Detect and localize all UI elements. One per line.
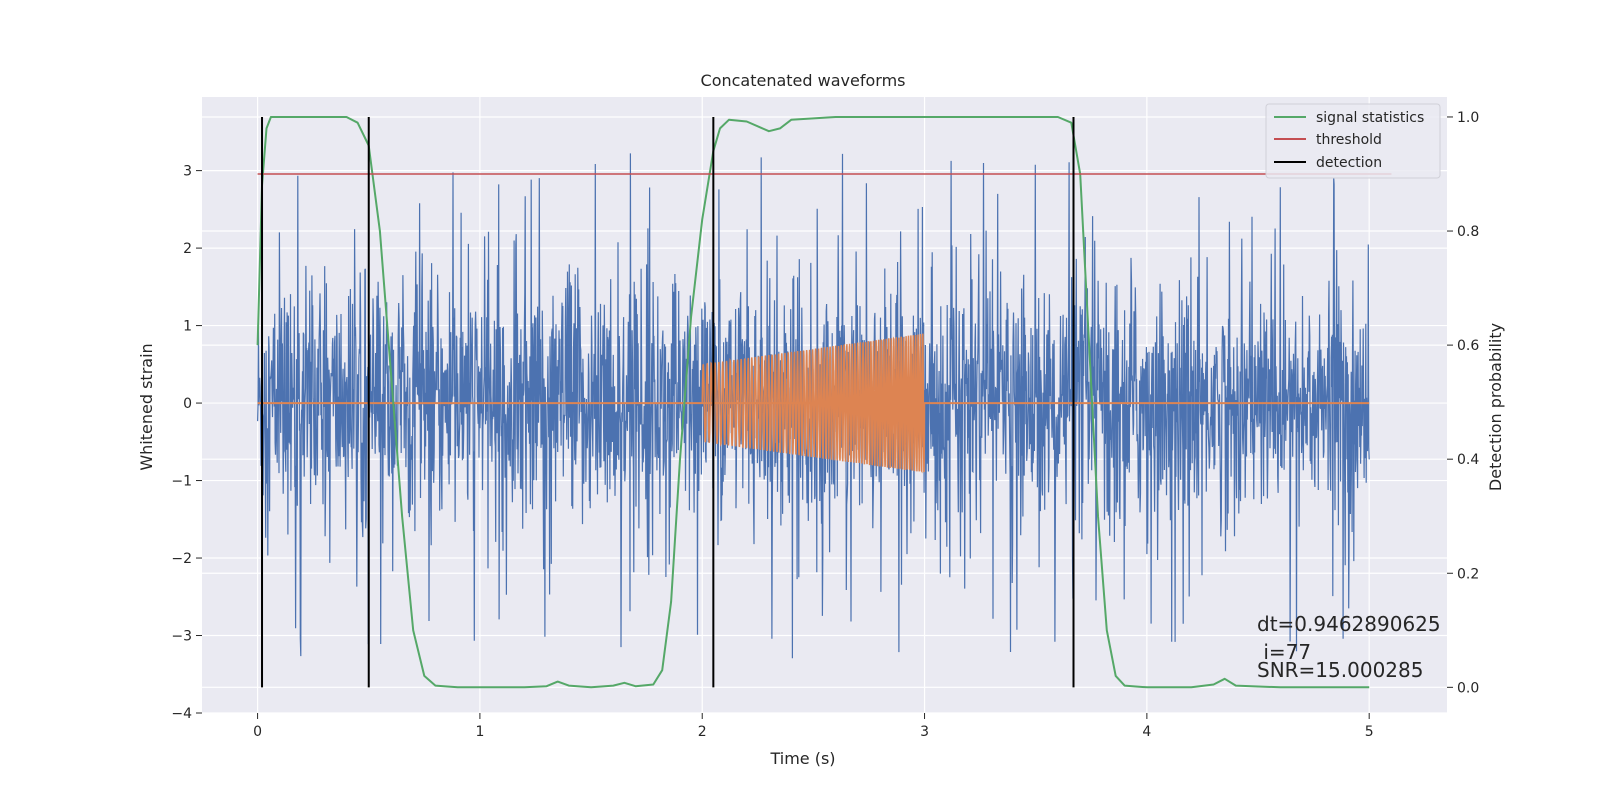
y-tick-label-left: −1 (171, 474, 192, 490)
legend-box (1265, 103, 1441, 179)
y-tick-label-left: −3 (171, 629, 192, 645)
y-tick-label-left: −4 (171, 706, 192, 722)
y-tick-label-right: 0.0 (1457, 680, 1479, 696)
y-tick-label-left: −2 (171, 551, 192, 567)
y-axis-label-left: Whitened strain (137, 343, 156, 470)
axis-ticks: 0 1 2 3 4 5 −4 −3 −2 −1 0 1 2 3 0.0 0.2 0.4 0.6 0.8 1.0 (171, 110, 1479, 740)
injected-waveform-chirp (701, 333, 926, 474)
x-tick-label: 0 (253, 724, 262, 740)
legend-label-threshold: threshold (1316, 132, 1382, 148)
x-tick-label: 5 (1365, 724, 1374, 740)
y-tick-label-left: 3 (183, 164, 192, 180)
annotation-snr: SNR=15.000285 (1257, 658, 1423, 682)
y-tick-label-right: 0.8 (1457, 224, 1479, 240)
y-tick-label-right: 0.6 (1457, 338, 1479, 354)
x-tick-label: 1 (475, 724, 484, 740)
x-tick-label: 4 (1142, 724, 1151, 740)
legend-label-detection: detection (1316, 155, 1382, 171)
signal-statistics-series (256, 116, 1370, 689)
detection-series (261, 116, 1075, 688)
y-tick-label-left: 2 (183, 241, 192, 257)
y-axis-label-right: Detection probability (1486, 323, 1505, 491)
legend-label-signal-statistics: signal statistics (1316, 110, 1424, 126)
y-tick-label-left: 0 (183, 396, 192, 412)
chart-title: Concatenated waveforms (701, 71, 906, 90)
x-tick-label: 3 (920, 724, 929, 740)
x-tick-label: 2 (698, 724, 707, 740)
annotation-i: i=77 (1257, 640, 1311, 664)
injected-waveform-series (257, 333, 1370, 474)
y-tick-label-right: 0.2 (1457, 566, 1479, 582)
annotation-block: dt=0.9462890625 i=77 SNR=15.000285 (1257, 612, 1441, 682)
y-tick-label-right: 1.0 (1457, 110, 1479, 126)
legend: signal statistics threshold detection (1265, 103, 1441, 179)
signal-statistics-line (256, 116, 1370, 689)
y-tick-label-right: 0.4 (1457, 452, 1479, 468)
y-tick-label-left: 1 (183, 319, 192, 335)
x-axis-label: Time (s) (769, 749, 835, 768)
annotation-dt: dt=0.9462890625 (1257, 612, 1441, 636)
